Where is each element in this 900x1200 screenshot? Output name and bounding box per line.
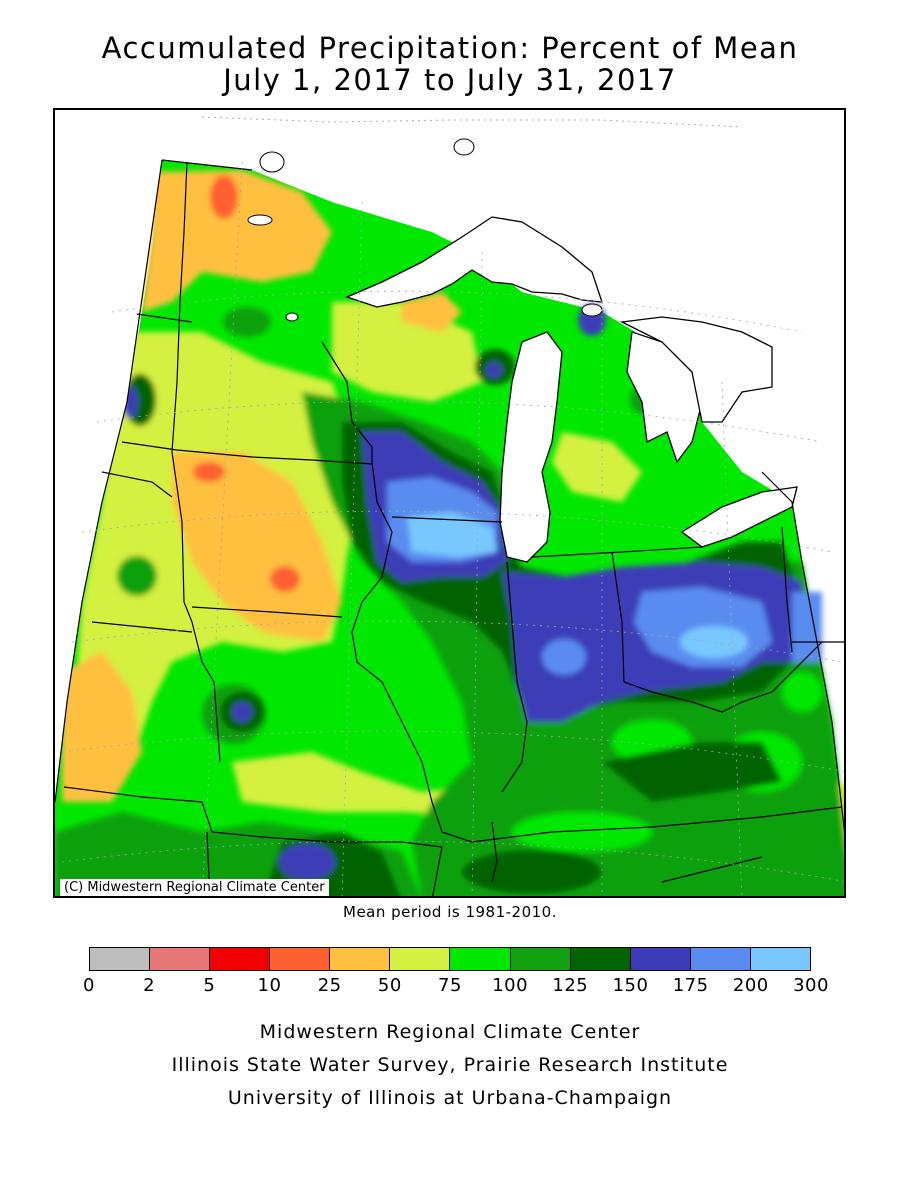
region-125-150-se [602,742,782,802]
domain-outline [55,159,844,833]
legend-swatch-11 [750,948,810,970]
legend-swatch-8 [570,948,631,970]
legend-swatch-4 [330,948,391,970]
legend-tick-12: 300 [793,975,829,996]
legend-tick-11: 200 [732,975,769,996]
region-50-75-east [552,432,642,502]
color-legend-ticks: 0 2 5 10 25 50 75 100 125 150 175 200 300 [0,975,900,999]
region-200-300-ia-il [407,512,497,557]
legend-swatch-5 [390,948,451,970]
legend-tick-9: 150 [612,975,649,996]
region-25-50-central [172,452,342,642]
region-100-125-sd [117,556,157,596]
region-25-50-lake-superior [402,292,462,332]
legend-tick-8: 125 [552,975,589,996]
lake-huron-north [619,316,773,423]
copyright-label: (C) Midwestern Regional Climate Center [60,879,329,896]
legend-tick-3: 10 [257,975,282,996]
map-frame [53,108,846,898]
legend-swatch-0 [90,948,151,970]
region-75-100-pocket-d [782,672,822,712]
legend-swatch-2 [210,948,271,970]
region-10-25-a [210,175,238,219]
credit-line-1: Midwestern Regional Climate Center [259,1021,641,1043]
lake-michigan [499,331,563,563]
legend-tick-2: 5 [203,975,216,996]
legend-swatch-9 [630,948,691,970]
legend-tick-6: 75 [438,975,462,996]
region-150-175-ks [279,844,335,880]
region-200-300-oh [680,626,748,658]
region-10-25-b [193,462,225,482]
legend-tick-1: 2 [143,975,156,996]
map-title: Accumulated Precipitation: Percent of Me… [101,31,799,65]
credit-line-2: Illinois State Water Survey, Prairie Res… [171,1054,729,1076]
lake-superior [345,216,603,308]
graticule [61,161,844,896]
state-boundaries [63,161,844,896]
legend-swatch-3 [270,948,331,970]
region-25-50-southwest [62,652,142,802]
region-175-200-in [542,639,586,675]
legend-tick-7: 100 [492,975,529,996]
precipitation-map [55,110,844,896]
region-175-200-oh-east [792,592,822,662]
legend-tick-10: 175 [672,975,709,996]
region-75-100-pocket-b [512,812,652,852]
northern-lakes [247,138,603,322]
legend-tick-0: 0 [83,975,95,996]
region-125-150-il [462,850,602,894]
legend-swatch-1 [150,948,211,970]
lake-erie [680,486,798,548]
legend-swatch-6 [450,948,511,970]
region-150-175-wi [486,362,502,378]
legend-swatch-7 [510,948,571,970]
region-150-175-mo [232,702,252,722]
credit-line-3: University of Illinois at Urbana-Champai… [227,1087,673,1109]
canada-region [55,110,844,802]
map-subtitle: July 1, 2017 to July 31, 2017 [223,63,677,97]
legend-swatch-10 [690,948,751,970]
region-100-125-ia [223,307,271,337]
legend-tick-5: 50 [377,975,402,996]
mean-period-note: Mean period is 1981-2010. [343,903,557,921]
region-25-50-nw [142,170,332,312]
legend-tick-4: 25 [317,975,342,996]
region-10-25-c [270,566,300,592]
color-legend-bar [89,947,811,971]
